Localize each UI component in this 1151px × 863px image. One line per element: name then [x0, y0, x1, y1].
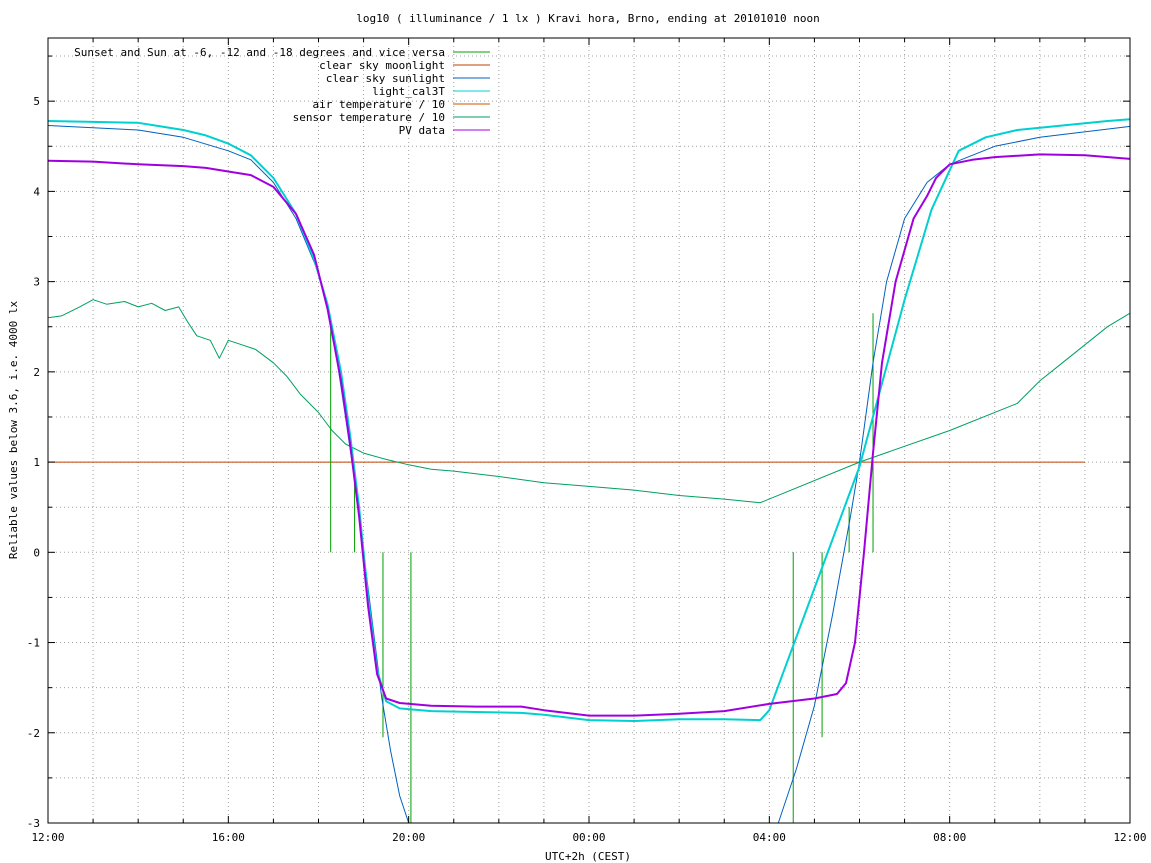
y-tick-label: 5: [33, 95, 40, 108]
x-tick-label: 20:00: [392, 831, 425, 844]
y-tick-label: -3: [27, 817, 40, 830]
y-tick-label: 3: [33, 276, 40, 289]
series-2-line: [47, 125, 1131, 824]
x-axis-label: UTC+2h (CEST): [545, 850, 631, 863]
x-tick-label: 00:00: [572, 831, 605, 844]
legend: Sunset and Sun at -6, -12 and -18 degree…: [74, 46, 490, 137]
legend-label: clear sky moonlight: [319, 59, 445, 72]
y-tick-label: 0: [33, 546, 40, 559]
x-tick-label: 04:00: [753, 831, 786, 844]
y-tick-label: -2: [27, 727, 40, 740]
chart-title: log10 ( illuminance / 1 lx ) Kravi hora,…: [356, 12, 820, 25]
x-tick-label: 12:00: [31, 831, 64, 844]
y-tick-label: 2: [33, 366, 40, 379]
x-tick-label: 16:00: [212, 831, 245, 844]
legend-label: air temperature / 10: [313, 98, 445, 111]
legend-label: sensor temperature / 10: [293, 111, 445, 124]
series-6-line: [47, 153, 1131, 717]
x-tick-label: 08:00: [933, 831, 966, 844]
x-tick-label: 12:00: [1113, 831, 1146, 844]
legend-label: PV data: [399, 124, 445, 137]
legend-label: Sunset and Sun at -6, -12 and -18 degree…: [74, 46, 445, 59]
series-3-line: [47, 118, 1131, 722]
legend-label: light_cal3T: [372, 85, 445, 98]
axis-ticks: 12:00 16:00 20:00 00:00 04:00 08:00 12:00-3-2-…: [27, 38, 1147, 844]
series-layer: [47, 118, 1131, 824]
legend-label: clear sky sunlight: [326, 72, 445, 85]
grid-lines: [48, 38, 1130, 823]
y-tick-label: 1: [33, 456, 40, 469]
y-tick-label: 4: [33, 185, 40, 198]
y-tick-label: -1: [27, 637, 40, 650]
y-axis-label: Reliable values below 3.6, i.e. 4000 lx: [7, 300, 20, 559]
